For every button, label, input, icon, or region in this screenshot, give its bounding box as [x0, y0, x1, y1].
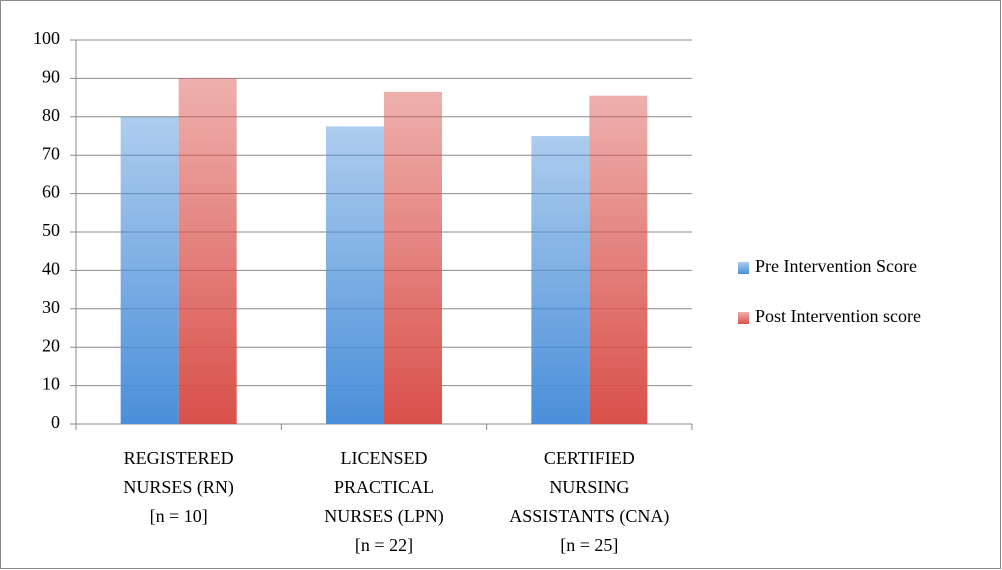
legend-label: Post Intervention score — [755, 306, 921, 326]
y-tick-label: 10 — [42, 374, 60, 394]
bar — [178, 78, 237, 425]
bar — [384, 91, 442, 424]
x-tick-label: NURSES (LPN) — [324, 506, 444, 527]
x-tick-label: LICENSED — [341, 448, 428, 468]
legend-swatch — [738, 312, 749, 324]
x-tick-label: CERTIFIED — [544, 448, 635, 468]
bar — [589, 95, 648, 425]
bar — [326, 126, 384, 425]
bar — [120, 116, 179, 425]
bar — [531, 136, 590, 424]
x-tick-label: NURSING — [549, 477, 629, 497]
y-tick-label: 70 — [42, 143, 60, 163]
legend-swatch — [738, 262, 749, 274]
y-tick-label: 0 — [51, 412, 60, 432]
x-tick-label: [n = 10] — [150, 506, 208, 526]
y-tick-label: 100 — [33, 28, 60, 48]
y-tick-label: 30 — [42, 297, 60, 317]
x-tick-label: REGISTERED — [124, 448, 234, 468]
x-tick-label: [n = 22] — [355, 535, 413, 555]
x-tick-label: [n = 25] — [560, 535, 618, 555]
y-tick-label: 20 — [42, 335, 60, 355]
legend-label: Pre Intervention Score — [755, 256, 917, 276]
x-tick-label: NURSES (RN) — [123, 477, 234, 498]
y-tick-label: 80 — [42, 105, 60, 125]
x-tick-label: PRACTICAL — [334, 477, 434, 497]
x-tick-label: ASSISTANTS (CNA) — [509, 506, 669, 527]
y-tick-label: 50 — [42, 220, 60, 240]
y-tick-label: 40 — [42, 259, 60, 279]
y-tick-label: 60 — [42, 182, 60, 202]
y-tick-label: 90 — [42, 67, 60, 87]
